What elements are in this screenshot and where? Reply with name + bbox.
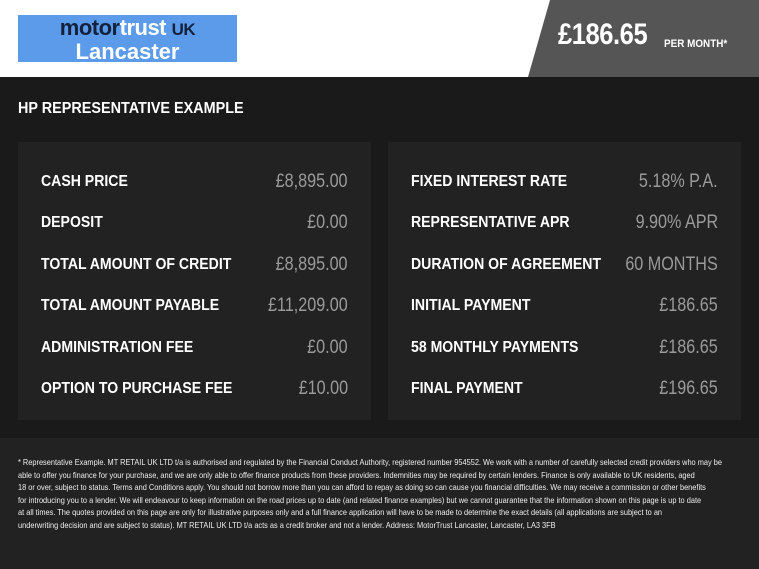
logo-text: motor xyxy=(59,15,120,40)
finance-value: £10.00 xyxy=(298,378,348,399)
finance-value: 5.18% P.A. xyxy=(639,171,718,192)
finance-row: DURATION OF AGREEMENT 60 MONTHS xyxy=(411,253,718,280)
finance-label: FINAL PAYMENT xyxy=(411,380,523,397)
finance-value: £11,209.00 xyxy=(268,295,348,317)
finance-label: OPTION TO PURCHASE FEE xyxy=(41,380,233,397)
finance-value: £0.00 xyxy=(307,336,348,358)
per-month-label: PER MONTH* xyxy=(664,38,728,50)
finance-row: 58 MONTHLY PAYMENTS £186.65 xyxy=(411,336,718,363)
logo-location: Lancaster xyxy=(75,39,180,64)
finance-row: ADMINISTRATION FEE £0.00 xyxy=(41,336,348,363)
finance-value: 60 MONTHS xyxy=(625,253,718,275)
finance-row: FIXED INTEREST RATE 5.18% P.A. xyxy=(411,171,718,197)
finance-label: FIXED INTEREST RATE xyxy=(411,173,568,190)
logo-text: trust xyxy=(119,15,167,40)
finance-label: TOTAL AMOUNT PAYABLE xyxy=(41,297,220,315)
disclaimer-line: * Representative Example. MT RETAIL UK L… xyxy=(18,457,722,467)
finance-panel-right: FIXED INTEREST RATE 5.18% P.A. REPRESENTAT… xyxy=(388,142,741,420)
finance-row: OPTION TO PURCHASE FEE £10.00 xyxy=(41,378,348,404)
finance-row: DEPOSIT £0.00 xyxy=(41,212,348,238)
finance-label: ADMINISTRATION FEE xyxy=(41,338,194,356)
logo[interactable]: motortrust UK Lancaster xyxy=(18,15,237,64)
finance-label: REPRESENTATIVE APR xyxy=(411,214,570,232)
finance-value: £186.65 xyxy=(659,336,718,358)
disclaimer-line: underwriting decision and are subject to… xyxy=(18,519,556,530)
disclaimer-line: for introducing you to a lender. We will… xyxy=(18,494,702,505)
finance-label: CASH PRICE xyxy=(41,173,128,190)
finance-value: £8,895.00 xyxy=(276,253,348,275)
logo-text: UK xyxy=(171,20,196,39)
disclaimer-line: 18 or over, subject to status. Terms and… xyxy=(18,482,706,492)
finance-row: TOTAL AMOUNT PAYABLE £11,209.00 xyxy=(41,295,348,321)
finance-value: £186.65 xyxy=(659,295,718,317)
finance-value: £0.00 xyxy=(307,212,348,234)
finance-row: TOTAL AMOUNT OF CREDIT £8,895.00 xyxy=(41,253,348,280)
finance-value: 9.90% APR xyxy=(635,212,718,234)
section-title: HP REPRESENTATIVE EXAMPLE xyxy=(18,100,244,117)
disclaimer: * Representative Example. MT RETAIL UK L… xyxy=(0,438,759,569)
finance-row: INITIAL PAYMENT £186.65 xyxy=(411,295,718,321)
finance-label: 58 MONTHLY PAYMENTS xyxy=(411,338,579,356)
disclaimer-line: at all times. The quotes provided on thi… xyxy=(18,507,663,517)
disclaimer-line: able to offer you finance for your purch… xyxy=(18,469,695,480)
finance-row: REPRESENTATIVE APR 9.90% APR xyxy=(411,212,718,238)
finance-label: INITIAL PAYMENT xyxy=(411,297,531,315)
monthly-price-block: £186.65 PER MONTH* xyxy=(528,0,759,77)
finance-row: FINAL PAYMENT £196.65 xyxy=(411,378,718,404)
monthly-price: £186.65 xyxy=(558,18,648,51)
finance-label: TOTAL AMOUNT OF CREDIT xyxy=(41,255,232,273)
finance-label: DEPOSIT xyxy=(41,214,103,232)
finance-value: £196.65 xyxy=(659,378,718,399)
finance-label: DURATION OF AGREEMENT xyxy=(411,255,602,273)
header: motortrust UK Lancaster £186.65 PER MONT… xyxy=(0,0,759,77)
finance-panel-left: CASH PRICE £8,895.00 DEPOSIT £0.00 TOTAL AMO… xyxy=(18,142,371,420)
finance-value: £8,895.00 xyxy=(276,171,348,192)
finance-row: CASH PRICE £8,895.00 xyxy=(41,171,348,197)
